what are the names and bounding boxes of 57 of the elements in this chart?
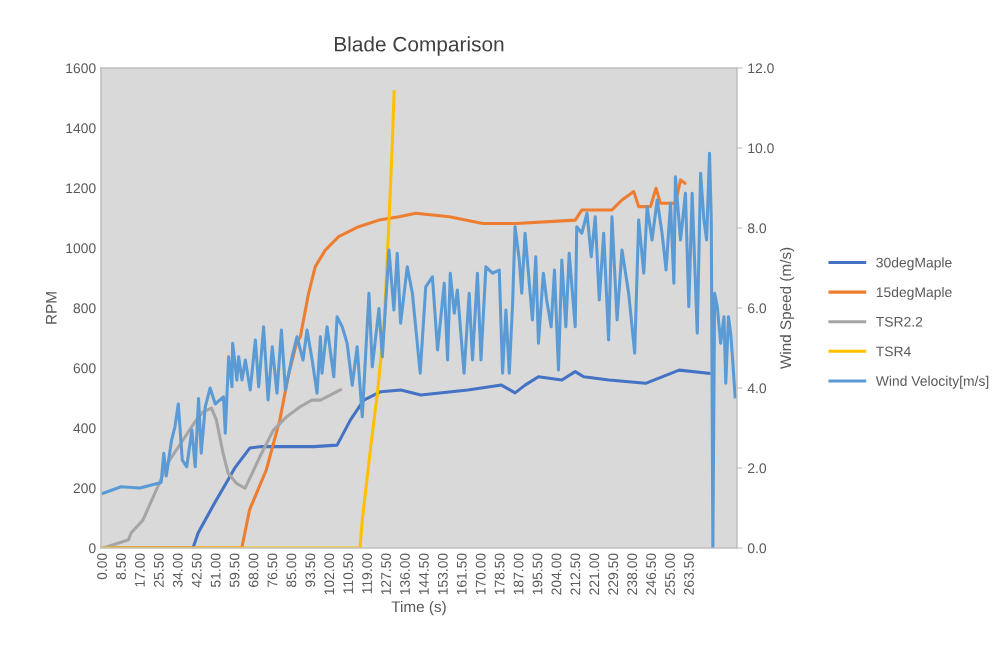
x-tick-label: 93.50 xyxy=(305,553,316,587)
x-tick-label: 110.50 xyxy=(343,553,354,594)
y-tick-label: 600 xyxy=(73,363,96,374)
x-tick-label: 51.00 xyxy=(210,553,221,588)
x-tick-label: 0.00 xyxy=(97,553,107,580)
legend-label: TSR4 xyxy=(876,346,911,357)
y-axis-title: RPM xyxy=(46,292,57,324)
x-tick-label: 34.00 xyxy=(172,553,183,588)
x-tick-label: 246.50 xyxy=(646,553,656,595)
y2-tick-label: 2.0 xyxy=(748,463,767,474)
y-tick-label: 400 xyxy=(73,423,96,434)
y2-axis-title: Wind Speed (m/s) xyxy=(779,247,795,370)
y-tick-label: 800 xyxy=(73,303,96,314)
x-tick-label: 119.00 xyxy=(362,553,373,594)
y2-tick-label: 12.0 xyxy=(748,63,774,74)
x-tick-label: 102.00 xyxy=(324,553,335,595)
x-tick-label: 161.50 xyxy=(456,553,467,595)
y2-tick-label: 8.0 xyxy=(747,223,767,234)
legend-label: TSR2.2 xyxy=(876,316,923,327)
x-tick-label: 263.50 xyxy=(684,553,694,595)
y-tick-label: 0 xyxy=(88,543,96,554)
legend-label: Wind Velocity[m/s] xyxy=(875,375,989,389)
y2-tick-label: 6.0 xyxy=(748,303,767,314)
y-tick-label: 1600 xyxy=(66,63,96,74)
x-tick-label: 195.50 xyxy=(532,553,543,595)
x-tick-label: 136.00 xyxy=(400,553,410,595)
x-tick-label: 204.00 xyxy=(551,553,562,595)
x-tick-label: 42.50 xyxy=(191,553,202,588)
x-tick-label: 144.50 xyxy=(418,553,429,595)
x-tick-label: 229.50 xyxy=(608,553,619,595)
x-tick-label: 59.50 xyxy=(229,553,240,588)
x-tick-label: 17.00 xyxy=(134,553,145,587)
y2-tick-label: 0.0 xyxy=(747,543,767,554)
x-tick-label: 8.50 xyxy=(116,553,126,580)
x-tick-label: 68.00 xyxy=(248,553,259,587)
y-tick-label: 1200 xyxy=(66,183,96,194)
x-tick-label: 85.00 xyxy=(286,553,297,588)
x-tick-label: 127.50 xyxy=(381,553,391,595)
x-tick-label: 153.00 xyxy=(437,553,448,595)
y-tick-label: 200 xyxy=(73,483,96,494)
y-tick-label: 1400 xyxy=(66,123,96,134)
legend-label: 15degMaple xyxy=(876,286,952,300)
x-tick-label: 238.00 xyxy=(627,553,638,595)
x-tick-label: 25.50 xyxy=(153,553,164,587)
x-tick-label: 255.00 xyxy=(665,553,675,595)
legend-label: 30degMaple xyxy=(876,257,952,271)
x-tick-label: 76.50 xyxy=(267,553,278,587)
x-tick-label: 221.00 xyxy=(589,553,600,595)
x-axis-title: Time (s) xyxy=(391,600,446,616)
x-tick-label: 170.00 xyxy=(475,553,486,595)
chart-title: Blade Comparison xyxy=(334,36,504,56)
y2-tick-label: 4.0 xyxy=(747,383,767,394)
x-tick-label: 178.50 xyxy=(494,553,505,595)
x-tick-label: 212.50 xyxy=(570,553,581,595)
x-tick-label: 187.00 xyxy=(513,553,524,595)
y2-tick-label: 10.0 xyxy=(748,143,774,154)
y-tick-label: 1000 xyxy=(66,243,96,254)
